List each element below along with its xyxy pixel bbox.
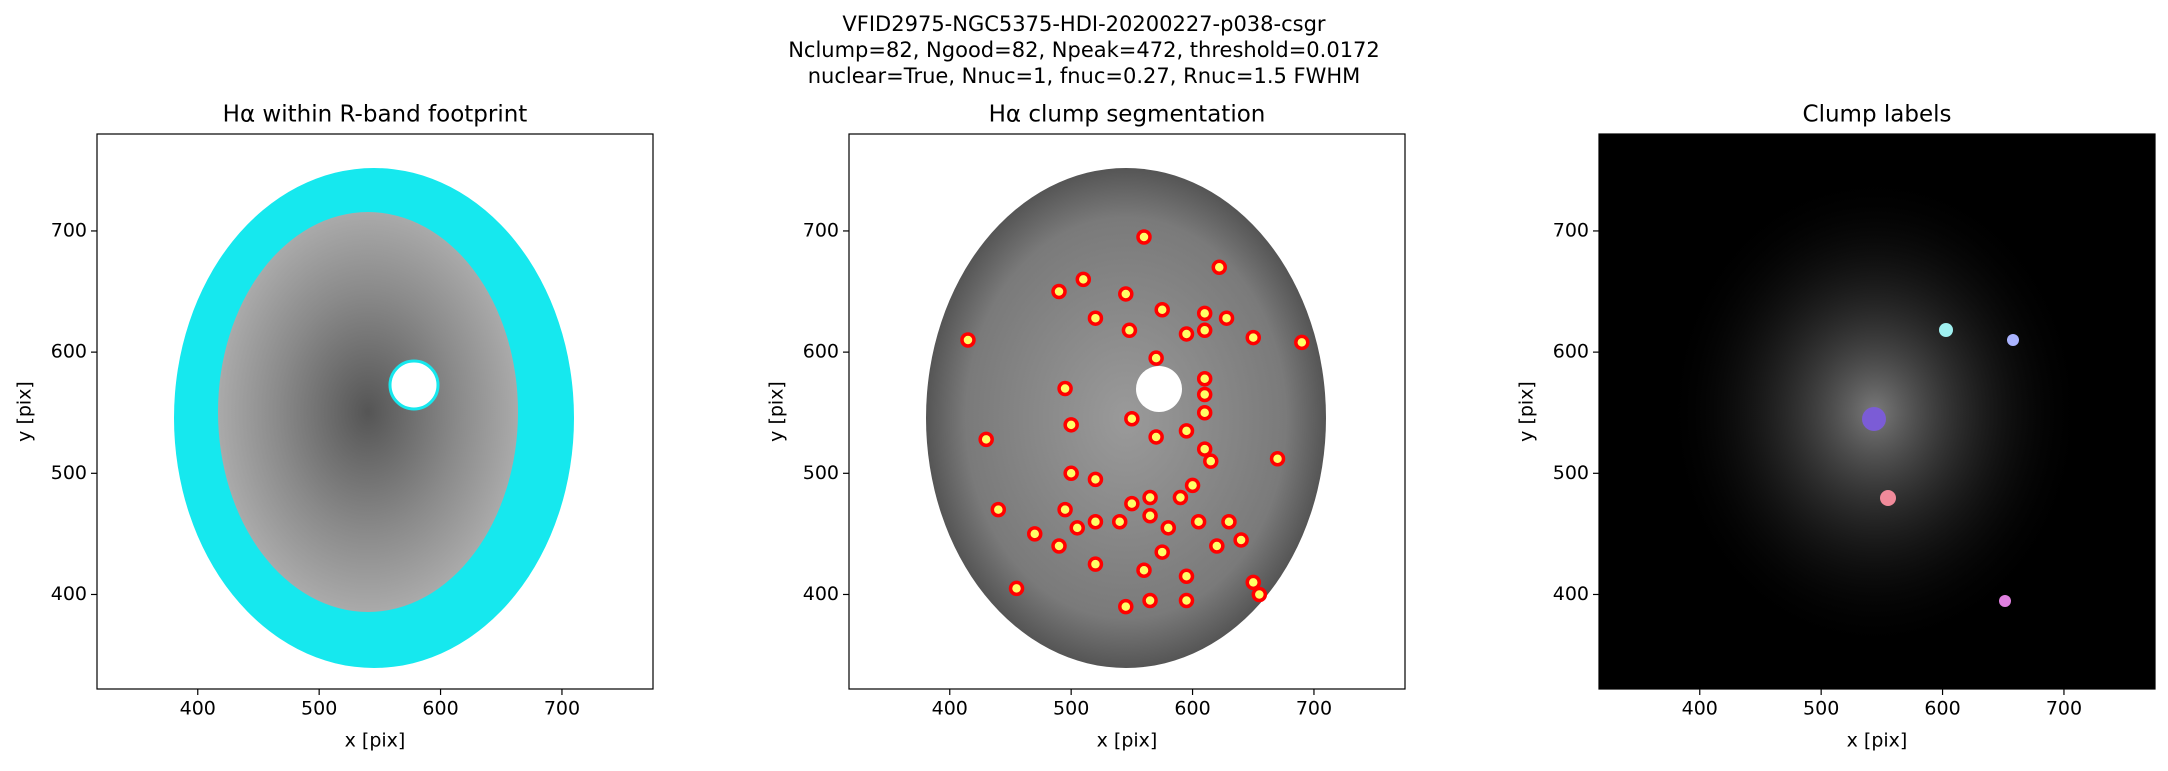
x-tick-label: 400 (932, 698, 968, 720)
clump (1008, 580, 1025, 597)
clump (1087, 514, 1104, 530)
clump (1178, 423, 1195, 439)
y-axis-label: y [pix] (1516, 381, 1538, 442)
x-tick-label: 700 (544, 698, 580, 720)
clump (1057, 501, 1073, 518)
clump (1233, 532, 1249, 548)
clump (1172, 489, 1189, 506)
clump (990, 501, 1007, 518)
x-tick-label: 500 (1803, 698, 1839, 720)
clump (1136, 562, 1152, 578)
x-axis-label: x [pix] (1097, 730, 1158, 752)
clump (1063, 417, 1079, 433)
clump (1196, 441, 1213, 457)
clump (1218, 310, 1235, 326)
clump (1121, 322, 1138, 339)
clump (1178, 568, 1195, 585)
x-tick-label: 500 (301, 698, 337, 720)
y-tick-label: 400 (1553, 583, 1589, 605)
suptitle: Nclump=82, Ngood=82, Npeak=472, threshol… (788, 38, 1380, 62)
x-tick-label: 500 (1053, 698, 1089, 720)
clump (1118, 598, 1134, 615)
clump (1063, 465, 1079, 482)
clump (1026, 526, 1043, 542)
axes-frame (848, 133, 1406, 690)
clump (1196, 371, 1213, 387)
clump (1136, 229, 1152, 245)
y-tick-label: 400 (803, 583, 839, 605)
clump (1142, 507, 1158, 524)
clump (1111, 514, 1128, 530)
clump (1211, 259, 1228, 276)
clump (1196, 322, 1213, 339)
clump (1196, 305, 1213, 322)
y-tick-label: 700 (1553, 219, 1589, 241)
clump (978, 431, 994, 448)
clump (1051, 283, 1067, 300)
clump (1118, 286, 1134, 302)
axes-title: Clump labels (1803, 102, 1952, 128)
y-tick-label: 700 (803, 219, 839, 241)
clump (1209, 538, 1225, 554)
clump (1154, 301, 1170, 318)
clump (1087, 471, 1104, 488)
clump (1269, 451, 1286, 467)
clump (1203, 453, 1219, 469)
y-tick-label: 600 (803, 341, 839, 363)
x-axis-label: x [pix] (345, 730, 406, 752)
clump (1124, 411, 1140, 427)
clump (1245, 574, 1262, 591)
y-tick-label: 600 (1553, 341, 1589, 363)
y-tick-label: 600 (51, 341, 87, 363)
image-panel-1 (174, 168, 574, 668)
y-tick-label: 500 (1553, 462, 1589, 484)
clump (1221, 514, 1237, 530)
clump (1178, 326, 1195, 342)
clump (1124, 495, 1140, 512)
clump (1057, 380, 1073, 397)
axes-frame (1598, 133, 2156, 690)
x-tick-label: 400 (180, 698, 216, 720)
x-tick-label: 400 (1682, 698, 1718, 720)
clump (960, 332, 976, 348)
x-tick-label: 700 (1296, 698, 1332, 720)
clump (1142, 489, 1158, 506)
y-tick-label: 500 (803, 462, 839, 484)
y-axis-label: y [pix] (14, 381, 36, 442)
clump (1178, 592, 1195, 609)
x-tick-label: 600 (1174, 698, 1210, 720)
x-tick-label: 700 (2046, 698, 2082, 720)
clump (1148, 429, 1164, 445)
clump (1251, 586, 1268, 603)
clump (1075, 271, 1092, 288)
clump (1184, 477, 1201, 494)
y-tick-label: 700 (51, 219, 87, 241)
y-tick-label: 500 (51, 462, 87, 484)
axes-title: Hα clump segmentation (989, 102, 1266, 128)
clump (1087, 556, 1104, 572)
x-axis-label: x [pix] (1847, 730, 1908, 752)
suptitle: VFID2975-NGC5375-HDI-20200227-p038-csgr (842, 12, 1325, 36)
suptitle: nuclear=True, Nnuc=1, fnuc=0.27, Rnuc=1.… (808, 64, 1361, 88)
x-tick-label: 600 (1924, 698, 1960, 720)
clump (1154, 544, 1170, 560)
x-tick-label: 600 (422, 698, 458, 720)
clump (1148, 350, 1164, 366)
clump (1069, 520, 1085, 536)
clump (1160, 520, 1177, 536)
y-tick-label: 400 (51, 583, 87, 605)
clump (1245, 329, 1262, 346)
clump (1190, 514, 1207, 530)
image-panel-3 (1599, 134, 2155, 689)
clump (1294, 334, 1310, 351)
clump (1142, 592, 1158, 609)
clump (1196, 404, 1213, 421)
y-axis-label: y [pix] (766, 381, 788, 442)
clump (1051, 538, 1067, 554)
clump (1087, 310, 1104, 326)
axes-title: Hα within R-band footprint (223, 102, 528, 128)
clump (1196, 386, 1213, 403)
axes-frame (96, 133, 654, 690)
